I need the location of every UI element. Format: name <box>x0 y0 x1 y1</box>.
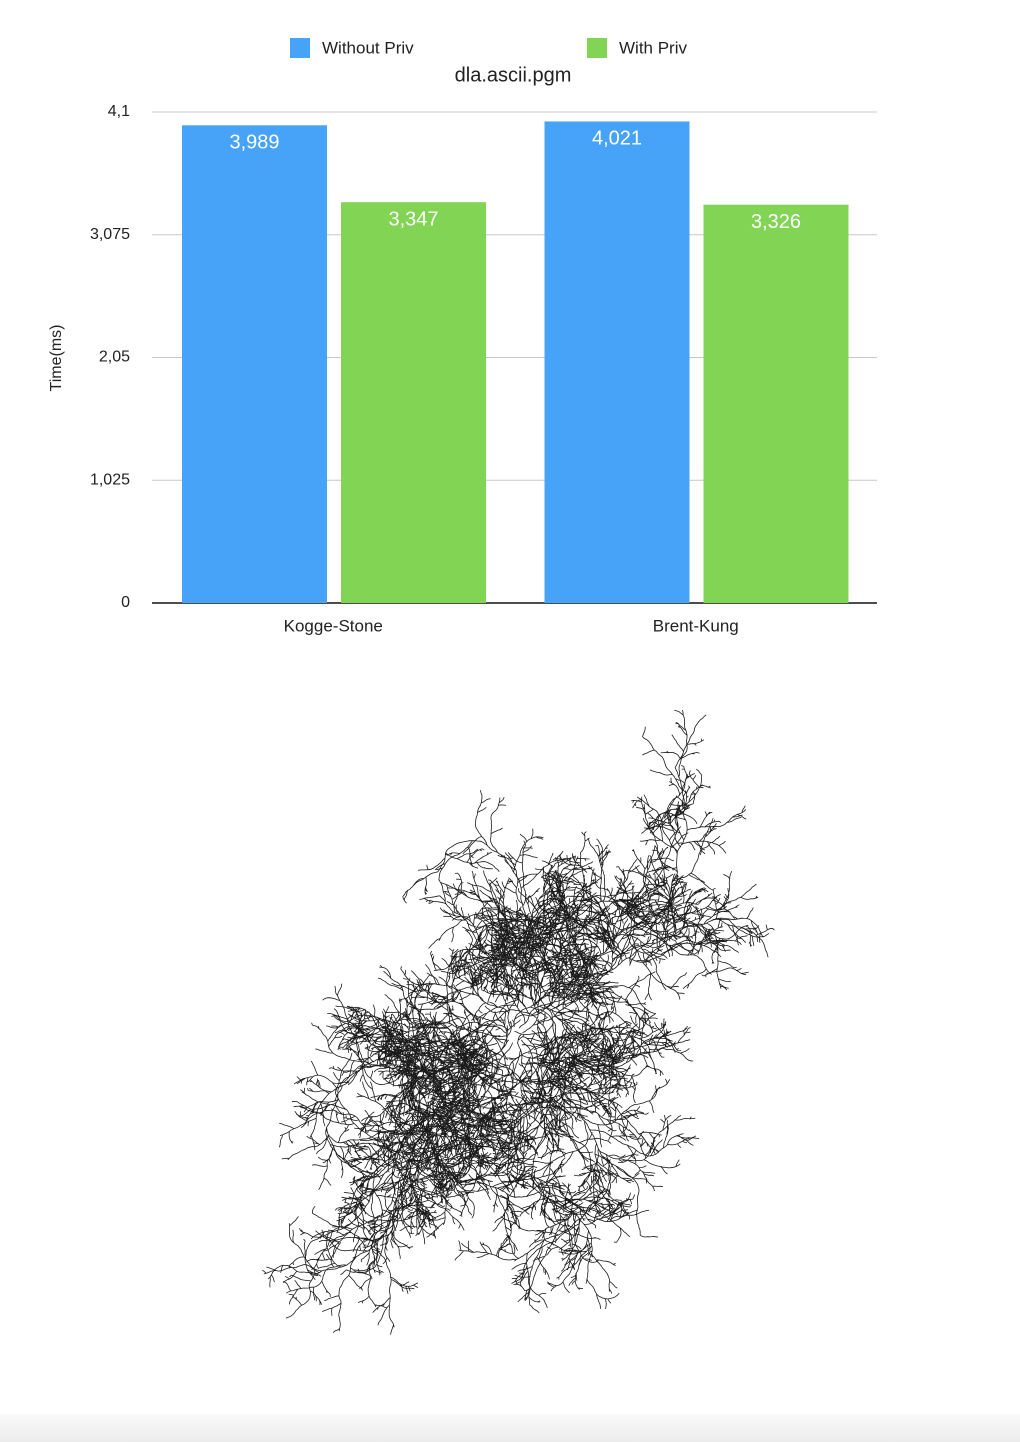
dla-fractal-image <box>262 709 775 1335</box>
x-tick-label: Brent-Kung <box>653 616 739 635</box>
y-axis-label: Time(ms) <box>48 325 65 392</box>
chart-title: dla.ascii.pgm <box>455 64 572 86</box>
legend-label: Without Priv <box>322 38 414 57</box>
y-tick-label: 1,025 <box>90 471 130 488</box>
bar <box>544 121 690 604</box>
y-tick-label: 0 <box>121 594 130 611</box>
value-label: 3,326 <box>751 211 801 233</box>
bar <box>341 202 486 604</box>
y-tick-label: 4,1 <box>108 103 130 120</box>
x-tick-label: Kogge-Stone <box>284 616 383 635</box>
bar <box>703 204 849 603</box>
fractal-branches <box>262 709 775 1335</box>
legend-swatch <box>290 38 310 58</box>
value-label: 3,347 <box>388 208 438 230</box>
legend-label: With Priv <box>619 38 688 57</box>
bar <box>182 125 327 603</box>
bottom-strip <box>0 1414 1020 1442</box>
legend-swatch <box>587 38 607 58</box>
value-label: 4,021 <box>592 128 642 150</box>
y-tick-label: 2,05 <box>99 349 130 366</box>
y-tick-label: 3,075 <box>90 226 130 243</box>
value-label: 3,989 <box>229 132 279 154</box>
